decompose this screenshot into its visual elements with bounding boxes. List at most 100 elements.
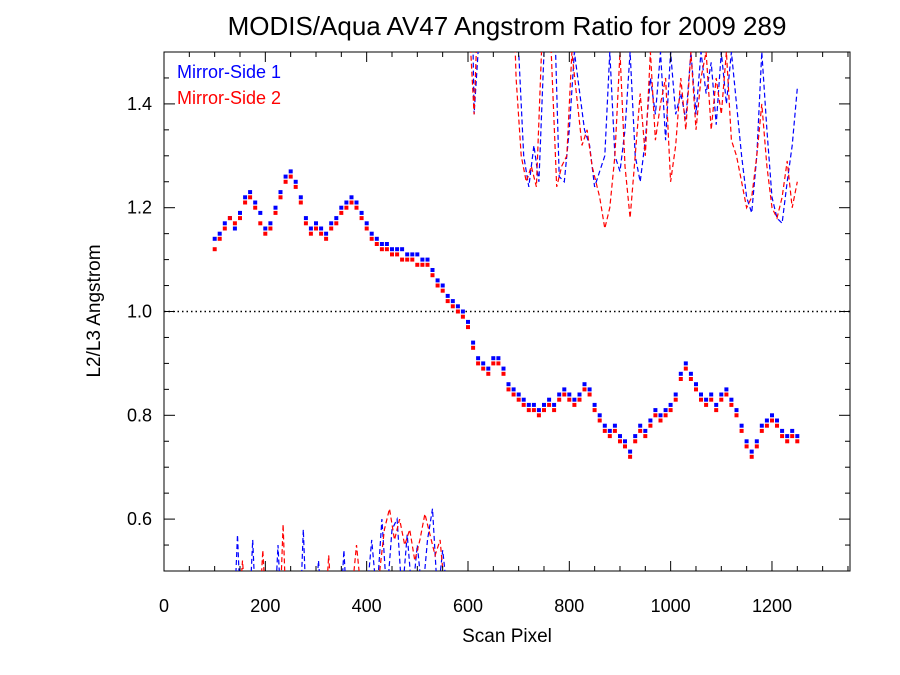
series-1-point [455, 304, 460, 309]
x-tick-label: 800 [554, 596, 584, 616]
series-2-point [268, 226, 273, 231]
series-1-point [334, 216, 339, 221]
series-1-point [572, 397, 577, 402]
series-2-point [445, 299, 450, 304]
series-1-point [466, 319, 470, 324]
series-2-point [780, 434, 785, 439]
series-2-point [293, 184, 298, 189]
series-2-point [567, 397, 572, 402]
series-2-point [501, 371, 506, 376]
series-2-point [521, 402, 526, 407]
series-1-point [425, 257, 430, 262]
series-2-point [663, 413, 668, 418]
series-2-point [633, 439, 638, 444]
series-2-point [496, 361, 501, 366]
series-1-point [253, 200, 258, 205]
series-2-point [354, 205, 359, 210]
series-1-point [552, 402, 557, 407]
series-2-point [349, 200, 354, 205]
x-axis: 0 200 400 600 800 1000 1200 [159, 52, 849, 616]
series-2-point [724, 392, 729, 397]
series-2-point [334, 221, 339, 226]
series-2-point [775, 423, 779, 428]
series-1-point [460, 309, 465, 314]
series-1-point [542, 402, 546, 407]
series-2-point [369, 236, 374, 241]
series-1-point [481, 361, 486, 366]
series-1-point [415, 252, 420, 257]
series-2-point [308, 231, 313, 236]
y-tick-label: 1.2 [127, 198, 152, 218]
y-tick-label: 0.6 [127, 509, 152, 529]
series-1-point [709, 392, 714, 397]
series-2-point [476, 361, 481, 366]
series-2-point [359, 216, 364, 221]
series-1-point [471, 340, 476, 345]
series-2-point [466, 325, 470, 330]
x-tick-label: 200 [250, 596, 280, 616]
series-1-point [278, 190, 283, 195]
series-2-point [577, 397, 582, 402]
series-1-point [486, 366, 491, 371]
series-1-point [506, 382, 511, 387]
series-1-point [400, 247, 405, 252]
series-2-point [253, 205, 258, 210]
series-1-point [785, 434, 790, 439]
series-1-point [339, 205, 344, 210]
series-2-point [678, 377, 683, 381]
series-1-point [719, 392, 724, 397]
series-1-point [612, 423, 617, 428]
series-1-point [780, 428, 785, 433]
series-1-point [359, 210, 364, 215]
series-1-point [582, 382, 587, 387]
series-1-point [577, 392, 582, 397]
series-2-point [415, 262, 420, 267]
series-1-point [263, 226, 268, 231]
series-1-dashed-lower-line [235, 508, 446, 571]
series-2-point [542, 408, 546, 413]
series-1-point [724, 387, 729, 392]
series-1-point [435, 278, 440, 283]
series-1-point [273, 205, 278, 210]
series-2-point [486, 371, 491, 376]
series-2-point [273, 210, 278, 215]
series-1-point [511, 387, 516, 392]
series-2-point [688, 377, 693, 381]
series-2-point [430, 273, 435, 278]
series-1-point [308, 226, 313, 231]
series-2-point [222, 226, 227, 231]
series-2-point [248, 195, 253, 200]
series-1-point [602, 423, 607, 428]
series-2-point [212, 247, 217, 252]
series-2-point [557, 397, 562, 402]
series-2-point [339, 210, 344, 215]
series-2-point [425, 262, 430, 267]
series-2-point [481, 366, 486, 371]
series-1-point [567, 392, 572, 397]
chart-title: MODIS/Aqua AV47 Angstrom Ratio for 2009 … [228, 11, 787, 41]
series-1-point [688, 371, 693, 376]
series-1-point [749, 449, 754, 454]
series-2-point [319, 231, 324, 236]
series-2-point [455, 309, 460, 314]
series-2-point [754, 444, 759, 449]
series-1-point [212, 236, 217, 241]
series-1-point [268, 221, 273, 226]
series-2-point [364, 226, 369, 231]
series-2-point [395, 252, 400, 257]
series-2-point [547, 402, 552, 407]
legend-item-mirror-side-1: Mirror-Side 1 [177, 62, 281, 82]
series-2-point [329, 226, 334, 231]
series-2-point [729, 402, 734, 407]
series-2-point [440, 288, 445, 293]
series-2-point [648, 423, 653, 428]
series-2-point [704, 402, 709, 407]
y-tick-label: 0.8 [127, 405, 152, 425]
series-1-point [770, 413, 774, 418]
series-1-point [440, 283, 445, 288]
series-2-point [643, 434, 648, 439]
series-2-point [288, 174, 293, 179]
series-2-point [410, 257, 415, 262]
series-1-point [450, 299, 455, 304]
series-1-point [592, 402, 597, 407]
